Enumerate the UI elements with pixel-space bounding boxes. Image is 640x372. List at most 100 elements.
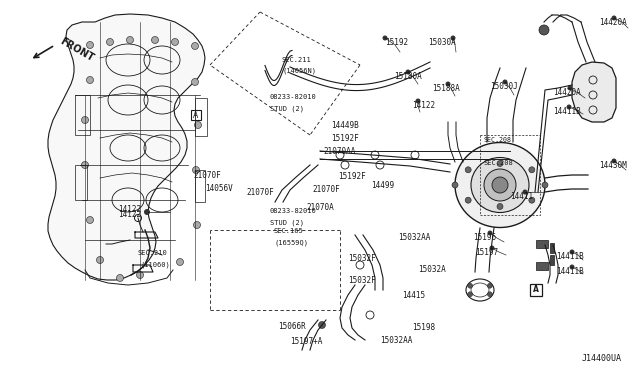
Text: SEC.210: SEC.210 (137, 250, 167, 256)
Text: 14411B: 14411B (556, 267, 584, 276)
Text: 15198: 15198 (412, 323, 435, 332)
Text: (16559Q): (16559Q) (274, 239, 308, 246)
Bar (195, 98, 207, 136)
Circle shape (97, 257, 104, 263)
Circle shape (570, 250, 575, 254)
Text: J14400UA: J14400UA (582, 354, 622, 363)
Circle shape (195, 122, 202, 128)
Text: 14420A: 14420A (599, 18, 627, 27)
Text: 15196: 15196 (473, 233, 496, 242)
Text: STUD (2): STUD (2) (270, 219, 304, 225)
Text: STUD (2): STUD (2) (270, 105, 304, 112)
Bar (530, 284, 542, 296)
Circle shape (191, 42, 198, 49)
Text: 21070F: 21070F (246, 188, 274, 197)
Circle shape (86, 217, 93, 224)
Text: 15180A: 15180A (394, 72, 422, 81)
Circle shape (193, 167, 200, 173)
Text: 14430M: 14430M (599, 161, 627, 170)
Text: 21070F: 21070F (312, 185, 340, 194)
Circle shape (522, 189, 527, 195)
Circle shape (445, 81, 451, 87)
Text: 15030J: 15030J (490, 82, 518, 91)
Circle shape (488, 283, 492, 288)
Text: 14411: 14411 (510, 192, 533, 201)
Circle shape (152, 36, 159, 44)
Circle shape (468, 283, 472, 288)
Circle shape (529, 167, 535, 173)
Text: 14411B: 14411B (556, 252, 584, 261)
Text: 15032F: 15032F (348, 254, 376, 263)
Circle shape (492, 177, 508, 193)
Text: A: A (533, 285, 539, 295)
Polygon shape (48, 14, 205, 280)
Circle shape (488, 231, 493, 235)
Text: 14411B: 14411B (553, 107, 580, 116)
Circle shape (86, 42, 93, 48)
Circle shape (191, 78, 198, 86)
Bar (550, 243, 554, 253)
Circle shape (529, 197, 535, 203)
Text: 15188A: 15188A (432, 84, 460, 93)
Circle shape (465, 167, 471, 173)
Circle shape (452, 182, 458, 188)
Text: SEC.208: SEC.208 (484, 137, 512, 143)
Text: SEC.211: SEC.211 (282, 57, 312, 63)
Circle shape (81, 161, 88, 169)
Bar (195, 170, 205, 202)
Text: 15192: 15192 (385, 38, 408, 47)
Circle shape (86, 77, 93, 83)
Circle shape (81, 116, 88, 124)
Text: 21070AA: 21070AA (323, 147, 355, 156)
Bar (191, 110, 201, 120)
Text: 15197+A: 15197+A (290, 337, 323, 346)
Text: 14499: 14499 (371, 181, 394, 190)
Circle shape (116, 275, 124, 282)
Circle shape (406, 70, 410, 74)
Circle shape (497, 203, 503, 209)
Circle shape (611, 158, 616, 164)
Circle shape (172, 38, 179, 45)
Text: (11060): (11060) (140, 261, 170, 267)
Text: 14415: 14415 (402, 291, 425, 300)
Circle shape (136, 272, 143, 279)
Text: 14122: 14122 (118, 205, 141, 215)
Text: 21070F: 21070F (193, 171, 221, 180)
Text: 14420A: 14420A (553, 88, 580, 97)
Ellipse shape (471, 157, 529, 212)
Circle shape (568, 86, 573, 90)
Text: 15066R: 15066R (278, 322, 306, 331)
Text: 15032A: 15032A (418, 265, 445, 274)
Bar (550, 255, 554, 265)
Circle shape (497, 160, 503, 167)
Bar (536, 240, 548, 248)
Text: 15030A: 15030A (428, 38, 456, 47)
Circle shape (451, 35, 456, 41)
Circle shape (542, 182, 548, 188)
Circle shape (383, 35, 387, 41)
Bar (75, 95, 90, 135)
Text: 08233-82010: 08233-82010 (270, 208, 317, 214)
Text: 14056V: 14056V (205, 184, 233, 193)
Text: 15192F: 15192F (331, 134, 359, 143)
Text: 15192F: 15192F (338, 172, 365, 181)
Text: 14449B: 14449B (331, 121, 359, 130)
Circle shape (193, 221, 200, 228)
Circle shape (490, 246, 495, 250)
Bar (75, 165, 87, 200)
Circle shape (465, 197, 471, 203)
Text: 08233-82010: 08233-82010 (270, 94, 317, 100)
Circle shape (468, 292, 472, 297)
Circle shape (502, 80, 508, 84)
Text: 21070A: 21070A (306, 203, 333, 212)
Text: 14122: 14122 (118, 210, 141, 219)
Text: SEC.165: SEC.165 (274, 228, 304, 234)
Text: FRONT: FRONT (58, 36, 95, 64)
Circle shape (611, 16, 616, 20)
Text: A: A (193, 110, 198, 119)
Text: 15032F: 15032F (348, 276, 376, 285)
Circle shape (415, 99, 420, 103)
Polygon shape (572, 62, 616, 122)
Text: 15032AA: 15032AA (380, 336, 412, 345)
Circle shape (488, 292, 492, 297)
